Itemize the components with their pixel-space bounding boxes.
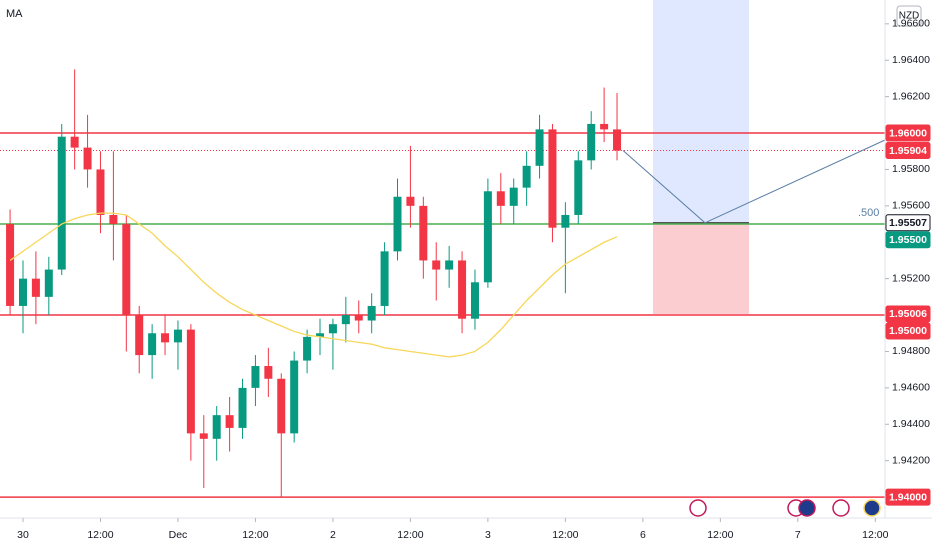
candle-body bbox=[122, 224, 131, 316]
x-tick-label: 12:00 bbox=[397, 529, 423, 541]
price-label: 1.95904 bbox=[889, 145, 927, 157]
price-label: 1.95000 bbox=[889, 325, 927, 337]
candle-body bbox=[212, 415, 221, 439]
candle-body bbox=[600, 123, 609, 130]
price-label: 1.95006 bbox=[889, 308, 927, 320]
candle-body bbox=[587, 123, 596, 161]
event-icon[interactable] bbox=[689, 499, 707, 517]
candle-body bbox=[561, 214, 570, 228]
candle-body bbox=[303, 336, 312, 361]
candle-body bbox=[251, 366, 260, 388]
candle-body bbox=[290, 360, 299, 434]
candle-body bbox=[109, 214, 118, 225]
candle-body bbox=[548, 129, 557, 228]
candle-body bbox=[341, 315, 350, 325]
candle-body bbox=[135, 315, 144, 356]
candle-body bbox=[316, 333, 325, 337]
x-tick-label: 7 bbox=[795, 529, 801, 541]
plot-area bbox=[0, 0, 886, 498]
x-tick-label: 12:00 bbox=[552, 529, 578, 541]
candle-body bbox=[264, 366, 273, 379]
candle-body bbox=[328, 324, 337, 334]
x-tick-label: 6 bbox=[640, 529, 646, 541]
candle-body bbox=[509, 187, 518, 206]
candle-body bbox=[31, 278, 40, 297]
x-tick-label: Dec bbox=[169, 529, 188, 541]
x-tick-label: 12:00 bbox=[862, 529, 888, 541]
y-tick-label: 1.96200 bbox=[892, 90, 930, 102]
y-tick-label: 1.96400 bbox=[892, 54, 930, 66]
candle-body bbox=[225, 415, 234, 428]
candle-body bbox=[277, 378, 286, 434]
candle-body bbox=[367, 305, 376, 321]
legend: MA bbox=[6, 8, 23, 20]
x-tick-label: 2 bbox=[330, 529, 336, 541]
price-label-badge bbox=[885, 488, 931, 506]
y-tick-label: 1.94600 bbox=[892, 382, 930, 394]
candle-body bbox=[458, 260, 467, 319]
candle-body bbox=[613, 129, 622, 151]
candle-body bbox=[432, 260, 441, 270]
candle-body bbox=[44, 269, 53, 297]
y-tick-label: 1.95800 bbox=[892, 163, 930, 175]
price-label-badge bbox=[885, 231, 931, 249]
price-label: 1.95507 bbox=[889, 217, 927, 229]
candle-body bbox=[419, 205, 428, 261]
price-label-badge bbox=[885, 124, 931, 142]
candle-body bbox=[173, 329, 182, 343]
ma-line bbox=[9, 212, 618, 358]
price-label: 1.96000 bbox=[889, 127, 927, 139]
x-tick-label: 30 bbox=[17, 529, 29, 541]
candle-body bbox=[96, 169, 105, 215]
price-label-badge bbox=[885, 142, 931, 160]
candle-body bbox=[57, 136, 66, 270]
candle-body bbox=[6, 224, 15, 306]
projection-arrow bbox=[622, 139, 886, 224]
y-tick-label: 1.95600 bbox=[892, 200, 930, 212]
y-tick-label: 1.94200 bbox=[892, 454, 930, 466]
candle-body bbox=[148, 333, 157, 356]
y-tick-label: 1.94800 bbox=[892, 345, 930, 357]
price-label: 1.95500 bbox=[889, 234, 927, 246]
event-icon[interactable] bbox=[863, 499, 881, 517]
candle-body bbox=[70, 136, 79, 148]
candle-body bbox=[406, 196, 415, 206]
x-tick-label: 12:00 bbox=[87, 529, 113, 541]
candle-body bbox=[522, 165, 531, 188]
price-label: 1.94000 bbox=[889, 491, 927, 503]
currency-box[interactable] bbox=[896, 5, 922, 27]
event-icon[interactable] bbox=[832, 499, 850, 517]
candle-body bbox=[199, 433, 208, 439]
price-label-badge bbox=[885, 305, 931, 323]
candle-body bbox=[161, 333, 170, 343]
event-icons[interactable] bbox=[689, 499, 881, 517]
candle-body bbox=[186, 329, 195, 434]
candle-body bbox=[354, 315, 363, 321]
currency: NZD bbox=[899, 11, 920, 22]
target-zone bbox=[653, 0, 749, 223]
stop-zone bbox=[653, 222, 749, 314]
candle-body bbox=[445, 260, 454, 270]
y-tick-label: 1.94400 bbox=[892, 418, 930, 430]
x-tick-label: 3 bbox=[485, 529, 491, 541]
y-tick-label: 1.96600 bbox=[892, 18, 930, 30]
candle-body bbox=[483, 191, 492, 283]
candle-body bbox=[83, 147, 92, 170]
price-label-badge bbox=[885, 322, 931, 340]
candle-body bbox=[238, 387, 247, 428]
candle-body bbox=[535, 129, 544, 166]
candle-body bbox=[393, 196, 402, 252]
candle-body bbox=[574, 160, 583, 215]
price-label-badge bbox=[885, 214, 931, 232]
fib-annotation: .500 bbox=[858, 207, 879, 219]
y-tick-label: 1.95200 bbox=[892, 272, 930, 284]
candle-body bbox=[496, 191, 505, 206]
candle-body bbox=[470, 282, 479, 319]
event-icon[interactable] bbox=[798, 499, 816, 517]
candle-body bbox=[380, 251, 389, 306]
candle-body bbox=[18, 278, 27, 306]
x-tick-label: 12:00 bbox=[242, 529, 268, 541]
x-tick-label: 12:00 bbox=[707, 529, 733, 541]
